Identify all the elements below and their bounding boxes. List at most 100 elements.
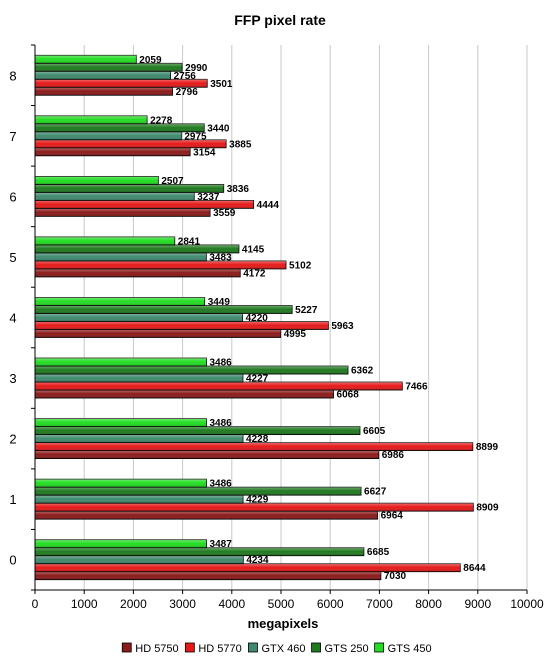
- data-label: 3486: [210, 418, 233, 429]
- bar-shade: [35, 236, 175, 245]
- data-label: 2756: [174, 71, 197, 82]
- bar-shade: [35, 71, 171, 80]
- bar-shade: [35, 563, 461, 572]
- bar-shade: [35, 63, 183, 72]
- bar-shade: [35, 382, 403, 391]
- bar-shade: [35, 450, 379, 459]
- category-label: 5: [9, 250, 16, 265]
- data-label: 3440: [207, 123, 230, 134]
- legend-swatch: [374, 642, 385, 653]
- legend-label: GTS 250: [325, 643, 369, 655]
- data-label: 3487: [210, 539, 233, 550]
- data-label: 2990: [185, 63, 208, 74]
- bar-shade: [35, 313, 243, 322]
- data-label: 3483: [209, 252, 232, 263]
- bar-shade: [35, 131, 182, 140]
- x-tick-label: 10000: [510, 597, 544, 611]
- bar-shade: [35, 418, 207, 427]
- data-label: 2278: [150, 115, 173, 126]
- data-label: 2975: [184, 131, 207, 142]
- data-label: 4444: [257, 200, 280, 211]
- bar-shade: [35, 252, 207, 261]
- category-label: 0: [9, 553, 16, 568]
- bar-shade: [35, 426, 360, 435]
- data-label: 2507: [161, 176, 184, 187]
- data-label: 3154: [193, 147, 216, 158]
- data-label: 4172: [243, 268, 266, 279]
- data-label: 4229: [246, 495, 269, 506]
- data-label: 6964: [381, 511, 404, 522]
- bar-shade: [35, 547, 364, 556]
- legend-swatch: [121, 642, 132, 653]
- data-label: 5963: [331, 321, 354, 332]
- category-label: 8: [9, 68, 16, 83]
- bar-shade: [35, 123, 205, 132]
- x-tick-label: 6000: [317, 597, 344, 611]
- bar-shade: [35, 487, 362, 496]
- bar-shade: [35, 305, 293, 314]
- data-label: 2796: [176, 87, 199, 98]
- category-label: 2: [9, 432, 16, 447]
- data-label: 7030: [384, 571, 407, 582]
- legend-swatch: [184, 642, 195, 653]
- legend-label: GTX 460: [261, 643, 305, 655]
- bar-shade: [35, 358, 207, 367]
- bar-shade: [35, 244, 239, 253]
- data-label: 6627: [364, 487, 387, 498]
- data-label: 6605: [363, 426, 386, 437]
- bar-shade: [35, 87, 173, 96]
- data-label: 2841: [178, 236, 201, 247]
- data-label: 8899: [476, 442, 499, 453]
- bar-shade: [35, 555, 244, 564]
- legend-swatch: [311, 642, 321, 653]
- bar-shade: [35, 184, 224, 193]
- legend: HD 5750 HD 5770 GTX 460 GTS 250 GTS 450: [121, 642, 432, 655]
- data-label: 4228: [246, 434, 269, 445]
- legend-swatch: [248, 642, 258, 653]
- data-label: 5102: [289, 260, 312, 271]
- bar-shade: [35, 495, 244, 504]
- bar-shade: [35, 55, 137, 64]
- data-label: 6362: [351, 366, 374, 377]
- data-label: 3449: [208, 297, 231, 308]
- data-label: 5227: [295, 305, 318, 316]
- data-label: 8644: [463, 563, 486, 574]
- x-tick-label: 9000: [464, 597, 491, 611]
- data-label: 3486: [210, 479, 233, 490]
- bar-shade: [35, 434, 244, 443]
- bar-shade: [35, 571, 381, 580]
- bar-shade: [35, 479, 207, 488]
- data-label: 3559: [213, 208, 236, 219]
- data-label: 3486: [210, 358, 233, 369]
- data-label: 4234: [246, 555, 269, 566]
- category-label: 6: [9, 189, 16, 204]
- bar-shade: [35, 503, 474, 512]
- bar-shade: [35, 139, 227, 148]
- legend-label: GTS 450: [388, 643, 432, 655]
- category-label: 4: [9, 311, 16, 326]
- data-label: 3885: [229, 139, 252, 150]
- chart-title: FFP pixel rate: [234, 12, 326, 28]
- data-label: 6068: [337, 390, 360, 401]
- x-tick-label: 7000: [366, 597, 393, 611]
- x-tick-label: 5000: [268, 597, 295, 611]
- bar-shade: [35, 192, 195, 201]
- axes: 0 1000 2000 3000 4000 5000 6000 7000 8000 9000 100…: [9, 44, 544, 611]
- category-label: 1: [9, 492, 16, 507]
- data-label: 3237: [197, 192, 220, 203]
- data-label: 4145: [242, 244, 265, 255]
- bar-shade: [35, 200, 254, 209]
- bar-shade: [35, 511, 378, 520]
- legend-label: HD 5770: [198, 643, 241, 655]
- bar-shade: [35, 390, 334, 399]
- x-tick-label: 1000: [71, 597, 98, 611]
- legend-label: HD 5750: [135, 643, 178, 655]
- data-label: 3836: [227, 184, 250, 195]
- data-label: 3501: [210, 79, 233, 90]
- data-label: 6685: [367, 547, 390, 558]
- bar-shade: [35, 297, 205, 306]
- data-label: 4220: [246, 313, 269, 324]
- data-label: 4995: [284, 329, 307, 340]
- x-tick-label: 0: [32, 597, 39, 611]
